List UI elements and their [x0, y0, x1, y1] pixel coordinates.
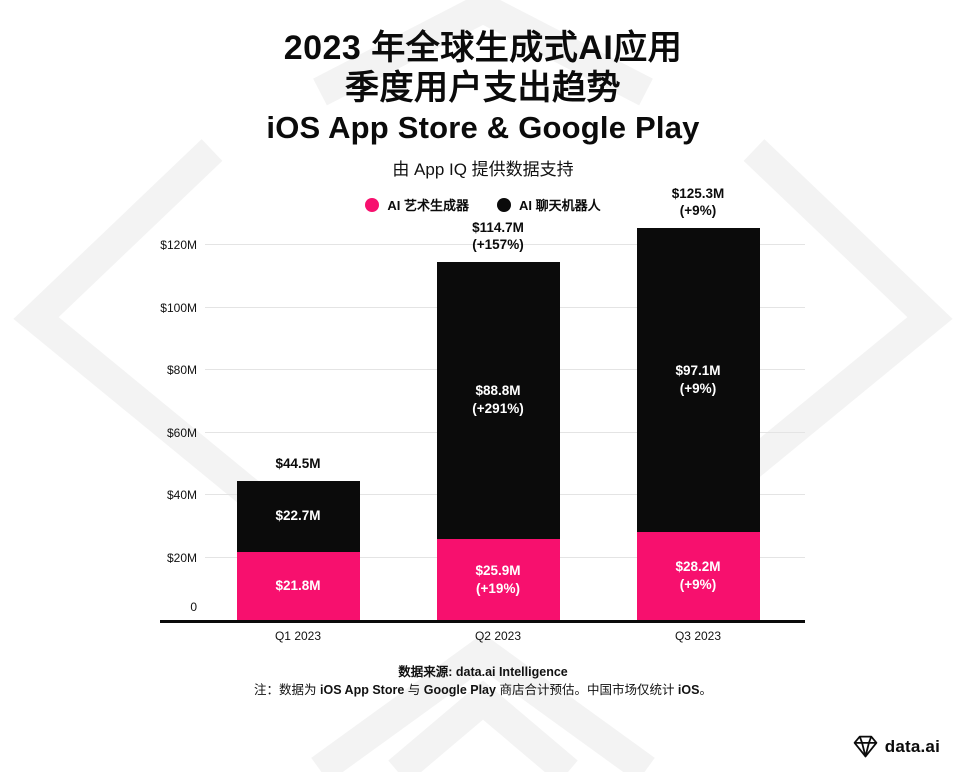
segment-ai-chatbot: $88.8M (+291%) [436, 261, 560, 540]
segment-ai-art-generator: $25.9M (+19%) [436, 539, 560, 620]
total-label-q2-2023: $114.7M (+157%) [472, 219, 524, 252]
legend-dot-1 [497, 197, 511, 212]
total-label-q1-2023: $44.5M [275, 455, 321, 471]
brand-name: data.ai [884, 736, 940, 756]
data-source-line: 数据来源: data.ai Intelligence [0, 663, 966, 681]
y-tick-label: $20M [166, 550, 197, 565]
segment-value-label: $21.8M [275, 577, 321, 593]
text-segment: 商店合计预估。中国市场仅统计 [495, 683, 678, 697]
footer: 数据来源: data.ai Intelligence 注：数据为 iOS App… [0, 663, 966, 699]
segment-ai-chatbot: $22.7M [236, 480, 360, 552]
segment-ai-chatbot: $97.1M (+9%) [636, 228, 760, 532]
gridline-120m [205, 244, 805, 245]
text-segment: 。 [699, 683, 712, 697]
segment-ai-art-generator: $21.8M [236, 551, 360, 620]
text-segment: Google Play [423, 683, 496, 697]
page-subtitle: 由 App IQ 提供数据支持 [392, 160, 574, 179]
segment-value-label: $88.8M (+291%) [472, 383, 524, 417]
legend-label-1: AI 聊天机器人 [519, 198, 601, 213]
y-tick-label: $120M [160, 238, 197, 252]
x-tick-label-q3-2023: Q3 2023 [674, 629, 722, 643]
segment-value-label: $22.7M [275, 508, 321, 524]
page-title-line-3: iOS App Store & Google Play [266, 110, 700, 145]
text-segment: 注：数据为 [254, 683, 320, 697]
header: 2023 年全球生成式AI应用 季度用户支出趋势 iOS App Store &… [0, 28, 966, 180]
y-tick-label: $60M [166, 425, 197, 440]
y-tick-label: $100M [160, 300, 197, 315]
y-tick-label: $40M [166, 488, 197, 502]
x-tick-label-q2-2023: Q2 2023 [474, 629, 522, 643]
text-segment: data.ai Intelligence [455, 665, 568, 679]
bar-q3-2023: $28.2M (+9%) $97.1M (+9%) [636, 228, 760, 620]
y-axis-labels: $120M $100M $80M $60M $40M $20M 0 [0, 238, 197, 620]
legend-item-ai-chatbot: AI 聊天机器人 [497, 195, 601, 214]
text-segment: 数据来源: [398, 665, 456, 679]
total-label-q3-2023: $125.3M (+9%) [671, 186, 725, 219]
x-tick-label-q1-2023: Q1 2023 [274, 629, 322, 643]
plot-area: $21.8M $22.7M $44.5M Q1 2023 $25.9M (+19%) $88… [160, 186, 805, 643]
legend-item-ai-art-generator: AI 艺术生成器 [365, 195, 469, 214]
segment-ai-art-generator: $28.2M (+9%) [636, 531, 760, 620]
page-title-line-2: 季度用户支出趋势 [345, 69, 621, 107]
y-tick-label: $80M [166, 363, 197, 377]
bar-q1-2023: $21.8M $22.7M [236, 480, 360, 620]
footnote-line: 注：数据为 iOS App Store 与 Google Play 商店合计预估… [0, 681, 966, 699]
legend-dot-0 [365, 197, 380, 212]
text-segment: 与 [404, 683, 424, 697]
segment-value-label: $97.1M (+9%) [675, 363, 721, 397]
segment-value-label: $28.2M (+9%) [675, 558, 721, 592]
y-tick-label: 0 [190, 600, 197, 614]
segment-value-label: $25.9M (+19%) [475, 562, 521, 596]
data-ai-gem-icon [853, 735, 878, 758]
chart-legend: AI 艺术生成器 AI 聊天机器人 [0, 195, 966, 214]
bar-q2-2023: $25.9M (+19%) $88.8M (+291%) [436, 261, 560, 620]
brand-logo: data.ai [853, 735, 940, 758]
text-segment: iOS [677, 683, 700, 697]
text-segment: iOS App Store [320, 683, 405, 697]
page-title-line-1: 2023 年全球生成式AI应用 [283, 29, 683, 67]
legend-label-0: AI 艺术生成器 [387, 198, 469, 213]
